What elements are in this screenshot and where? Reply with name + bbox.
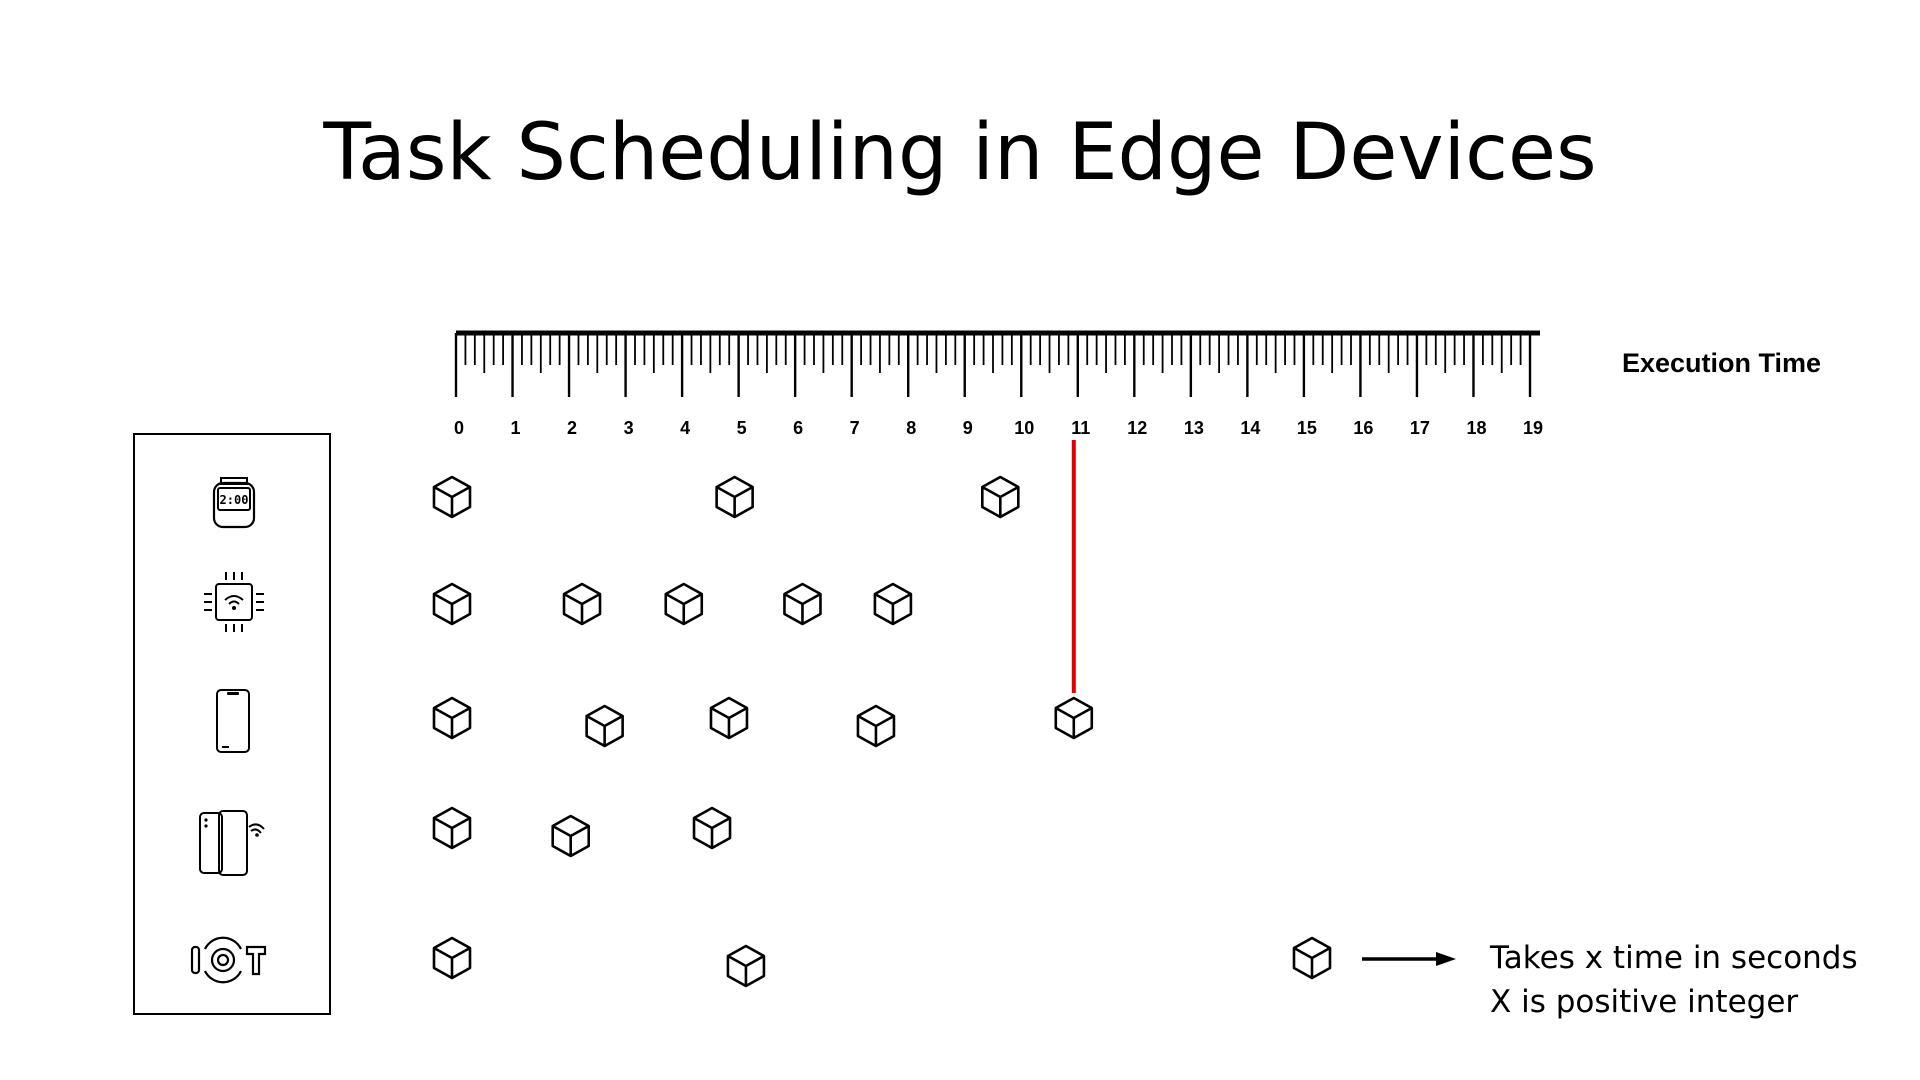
- task-cube-icon: [551, 814, 591, 858]
- tick-label: 17: [1409, 418, 1430, 438]
- task-cube-icon: [873, 582, 913, 626]
- tick-label: 3: [623, 418, 634, 438]
- task-cube-icon: [432, 582, 472, 626]
- time-ruler: [454, 330, 1540, 397]
- tick-label: 1: [510, 418, 521, 438]
- task-cube-icon: [726, 944, 766, 988]
- tick-label: 14: [1240, 418, 1261, 438]
- axis-title: Execution Time: [1622, 348, 1822, 378]
- device-panel: 2:00: [133, 433, 331, 1015]
- legend-arrow-right-icon: [1362, 952, 1456, 966]
- task-cube-icon: [856, 704, 896, 748]
- task-cube-icon: [664, 582, 704, 626]
- task-cube-icon: [432, 475, 472, 519]
- tick-label: 10: [1014, 418, 1035, 438]
- tick-label: 15: [1296, 418, 1317, 438]
- legend-line-2: X is positive integer: [1490, 984, 1799, 1020]
- tick-label: 9: [962, 418, 973, 438]
- tick-label: 7: [849, 418, 860, 438]
- tick-label: 16: [1353, 418, 1374, 438]
- task-cube-icon: [432, 936, 472, 980]
- tick-label: 4: [680, 418, 691, 438]
- iot-sensor-icon: [190, 936, 267, 984]
- task-cube-icon: [432, 696, 472, 740]
- task-cube-icon: [715, 475, 754, 519]
- foldable-phone-icon: [199, 810, 265, 876]
- task-cube-icon: [585, 704, 624, 748]
- task-cube-icon: [562, 582, 602, 626]
- task-cube-icon: [1054, 696, 1094, 740]
- tick-label: 0: [453, 418, 464, 438]
- tick-label: 5: [736, 418, 747, 438]
- task-cube-icon: [709, 696, 749, 740]
- tick-label: 12: [1127, 418, 1148, 438]
- smartphone-icon: [216, 689, 250, 753]
- task-cube-icon: [692, 806, 732, 850]
- tick-label: 19: [1522, 418, 1544, 438]
- iot-chip-icon: [204, 572, 264, 632]
- watch-display-text: 2:00: [220, 493, 249, 507]
- legend-line-1: Takes x time in seconds: [1490, 940, 1858, 976]
- tick-label: 18: [1466, 418, 1487, 438]
- tick-label: 6: [793, 418, 804, 438]
- tick-label: 11: [1071, 418, 1091, 438]
- slide-title: Task Scheduling in Edge Devices: [323, 108, 1597, 198]
- task-cube-icon: [783, 582, 822, 626]
- tick-label: 8: [906, 418, 917, 438]
- task-cube-icon: [981, 475, 1020, 519]
- legend-task-cube-icon: [1292, 936, 1332, 980]
- tick-label: 2: [567, 418, 578, 438]
- tick-label: 13: [1183, 418, 1204, 438]
- smartwatch-icon: 2:00: [212, 477, 256, 529]
- task-cube-icon: [432, 806, 472, 850]
